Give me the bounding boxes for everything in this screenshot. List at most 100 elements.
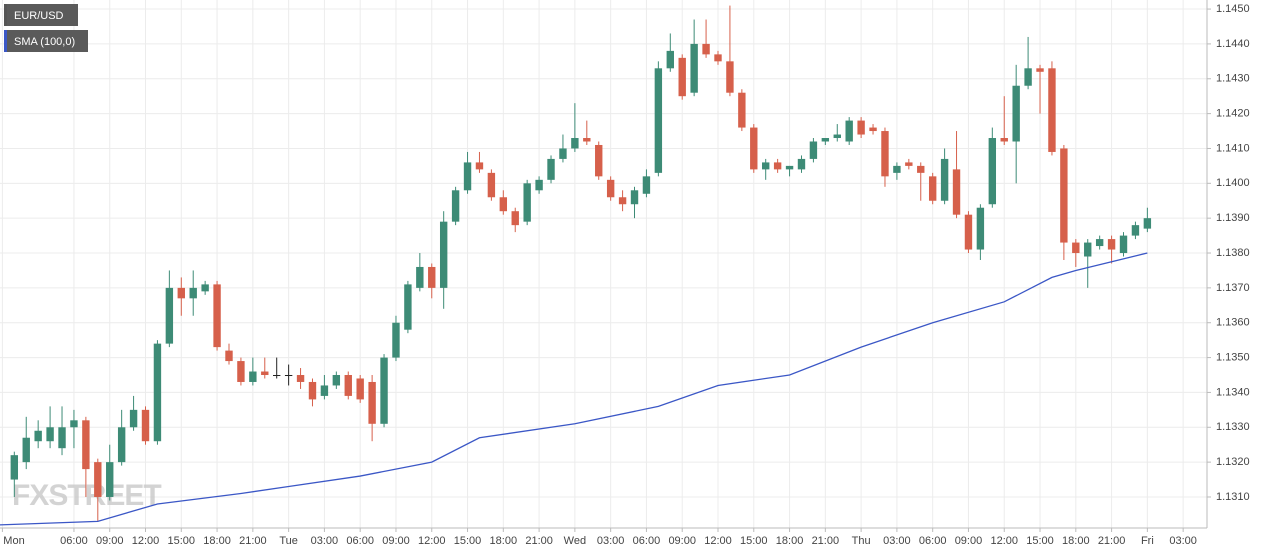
candle-body xyxy=(762,162,770,170)
candle-body xyxy=(356,378,364,400)
x-tick-label: 18:00 xyxy=(203,535,231,547)
candle-body xyxy=(428,266,436,288)
candle-body xyxy=(869,127,877,132)
candle-body xyxy=(261,371,269,376)
x-tick-label: 15:00 xyxy=(1026,535,1054,547)
x-tick-label: 06:00 xyxy=(919,535,947,547)
candle-body xyxy=(70,420,78,428)
candle-body xyxy=(1072,242,1080,254)
candle-body xyxy=(1048,68,1056,152)
x-tick-label: 18:00 xyxy=(1062,535,1090,547)
candle-body xyxy=(439,221,448,288)
candle-body xyxy=(392,322,400,358)
x-tick-label: 12:00 xyxy=(990,535,1018,547)
candle-body xyxy=(750,127,758,170)
candle-body xyxy=(952,169,961,215)
x-tick-label: 06:00 xyxy=(346,535,374,547)
candle-body xyxy=(726,61,734,93)
candle-body xyxy=(1024,68,1032,86)
x-tick-label: Wed xyxy=(564,535,586,547)
y-tick-label: 1.1360 xyxy=(1216,317,1250,329)
candle-body xyxy=(404,284,412,330)
candle-body xyxy=(773,162,782,170)
candle-body xyxy=(213,284,221,348)
candle-body xyxy=(1131,225,1140,236)
candle-body xyxy=(332,375,341,386)
x-tick-label: Mon xyxy=(3,535,24,547)
candle-body xyxy=(809,141,818,159)
legend-swatch xyxy=(4,4,7,26)
candle-body xyxy=(82,420,90,470)
candle-body xyxy=(320,385,329,396)
candle-body xyxy=(940,158,949,201)
x-tick-label: 03:00 xyxy=(311,535,339,547)
grid xyxy=(0,0,1207,528)
y-tick-label: 1.1330 xyxy=(1216,421,1250,433)
candle-body xyxy=(165,287,174,344)
candle-body xyxy=(58,427,66,449)
y-tick-label: 1.1310 xyxy=(1216,491,1250,503)
candle-body xyxy=(690,43,698,93)
x-tick-label: 06:00 xyxy=(60,535,88,547)
watermark: FXSTREET xyxy=(12,479,161,512)
x-tick-label: 03:00 xyxy=(1169,535,1197,547)
candle-body xyxy=(678,57,686,97)
candle-body xyxy=(94,462,102,497)
candle-body xyxy=(606,179,615,198)
y-tick-label: 1.1400 xyxy=(1216,177,1250,189)
legend: EUR/USD SMA (100,0) xyxy=(4,4,88,52)
candle-body xyxy=(547,158,555,180)
candle-body xyxy=(738,92,746,128)
candle-body xyxy=(1012,85,1020,142)
legend-label: SMA (100,0) xyxy=(14,36,75,48)
x-tick-label: 21:00 xyxy=(812,535,840,547)
candle-body xyxy=(475,162,484,170)
y-tick-label: 1.1370 xyxy=(1216,282,1250,294)
candle-body xyxy=(714,54,722,62)
x-tick-label: 09:00 xyxy=(96,535,124,547)
candle-body xyxy=(821,138,830,142)
candle-body xyxy=(189,287,197,299)
x-tick-label: 03:00 xyxy=(883,535,911,547)
candle-body xyxy=(1143,218,1152,229)
candle-body xyxy=(571,138,579,149)
x-tick-label: 09:00 xyxy=(955,535,983,547)
x-tick-label: 15:00 xyxy=(454,535,482,547)
candle-body xyxy=(618,197,627,205)
y-tick-label: 1.1430 xyxy=(1216,73,1250,85)
candle-body xyxy=(1119,235,1128,254)
x-tick-label: 09:00 xyxy=(668,535,696,547)
candle-body xyxy=(511,211,519,226)
candle-body xyxy=(153,343,162,442)
candle-body xyxy=(559,148,567,159)
candle-body xyxy=(988,138,997,205)
plot xyxy=(0,5,1152,526)
candle-body xyxy=(702,43,710,55)
candle-body xyxy=(1084,242,1092,257)
candle-body xyxy=(249,371,257,382)
y-tick-label: 1.1450 xyxy=(1216,3,1250,15)
candle-body xyxy=(499,197,508,212)
x-tick-label: 21:00 xyxy=(239,535,267,547)
candle-body xyxy=(1107,239,1116,250)
candle-body xyxy=(893,165,901,173)
candle-body xyxy=(583,138,591,142)
y-tick-label: 1.1390 xyxy=(1216,212,1250,224)
candle-body xyxy=(1060,148,1068,243)
x-tick-label: 21:00 xyxy=(1098,535,1126,547)
x-tick-label: 12:00 xyxy=(704,535,732,547)
y-tick-label: 1.1350 xyxy=(1216,351,1250,363)
candle-body xyxy=(451,190,460,222)
candle-body xyxy=(296,375,305,382)
candle-body xyxy=(666,50,674,69)
x-tick-label: 03:00 xyxy=(597,535,625,547)
candle-body xyxy=(523,183,531,222)
candle-body xyxy=(10,455,19,480)
candle-body xyxy=(22,437,30,463)
x-tick-label: Thu xyxy=(852,535,871,547)
candle-body xyxy=(284,375,293,377)
x-tick-label: 09:00 xyxy=(382,535,410,547)
candle-body xyxy=(201,284,209,292)
candle-body xyxy=(595,144,603,177)
